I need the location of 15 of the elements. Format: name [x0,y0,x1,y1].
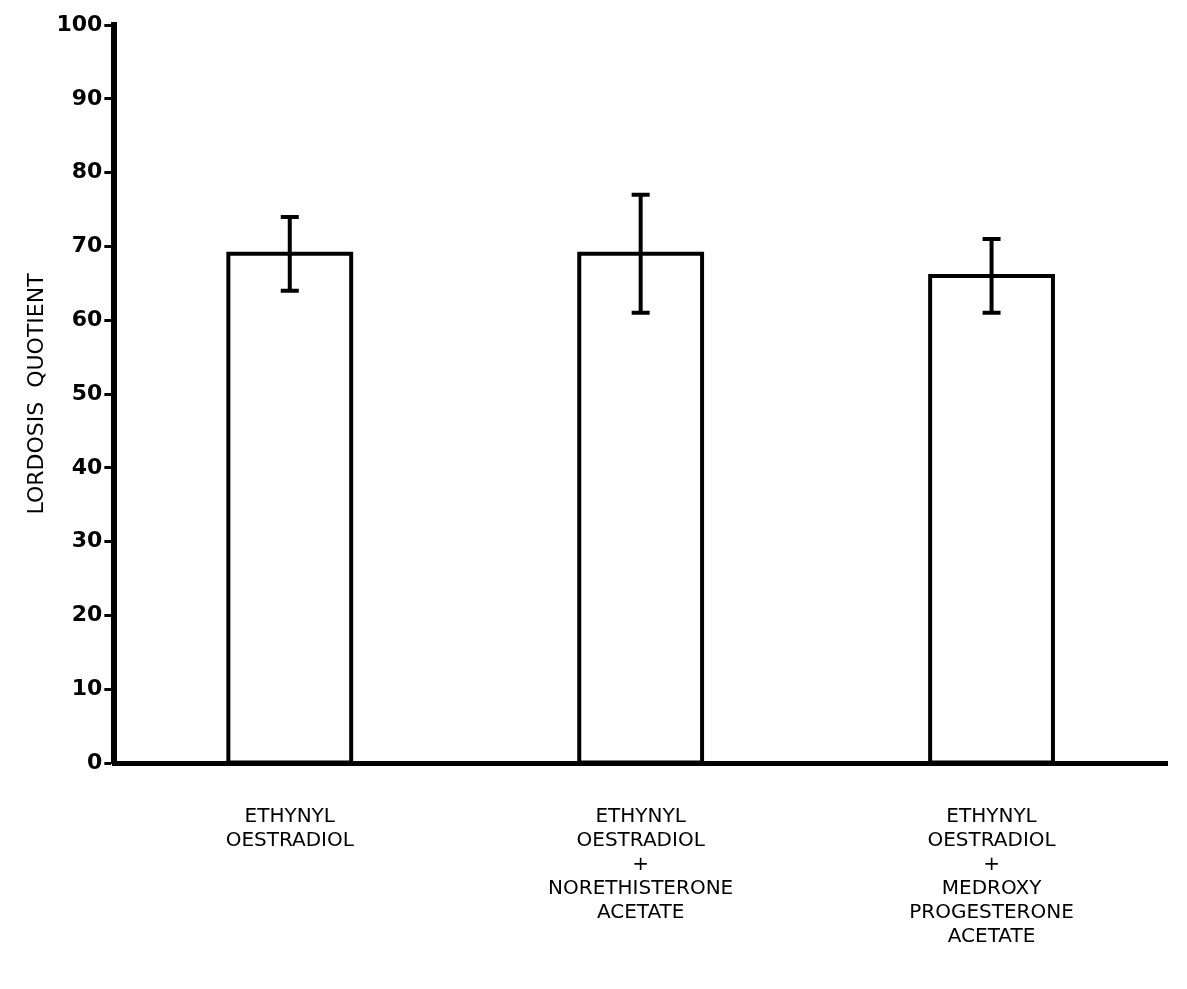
y-tick-label: 10 [71,674,103,700]
y-tick-label: 90 [71,84,103,110]
y-tick-label: 40 [71,453,103,479]
x-tick-label: ETHYNYL OESTRADIOL + NORETHISTERONE ACETATE [548,803,734,924]
y-tick-label: 20 [71,601,103,627]
x-tick-label: ETHYNYL OESTRADIOL [225,803,355,852]
y-tick-label: 80 [71,158,103,184]
y-tick-label: 100 [56,10,103,36]
y-tick-label: 30 [71,527,103,553]
y-tick-label: 0 [87,748,103,774]
y-tick-label: 60 [71,305,103,331]
y-tick-label: 50 [71,379,103,405]
y-axis-title: LORDOSIS QUOTIENT [22,272,48,515]
x-tick-label: ETHYNYL OESTRADIOL + MEDROXY PROGESTERONE ACETATE [909,803,1074,948]
y-tick-label: 70 [71,232,103,258]
